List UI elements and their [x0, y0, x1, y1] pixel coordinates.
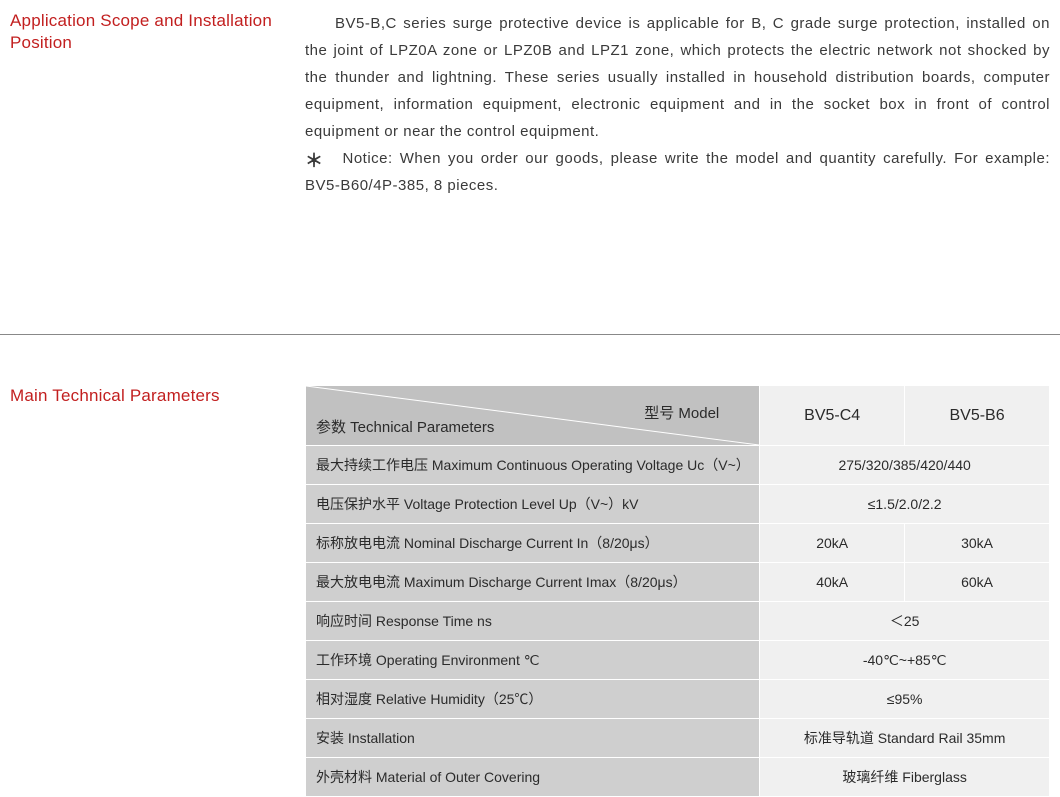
application-scope-title: Application Scope and Installation Posit…	[10, 10, 290, 199]
star-icon: ＊	[305, 145, 324, 177]
param-label-cell: 响应时间 Response Time ns	[306, 602, 760, 641]
notice-text: Notice: When you order our goods, please…	[305, 145, 1050, 199]
table-row: 安装 Installation标准导轨道 Standard Rail 35mm	[306, 719, 1050, 758]
param-value-cell: ≤1.5/2.0/2.2	[760, 485, 1050, 524]
param-value-cell: 20kA	[760, 524, 905, 563]
param-value-cell: -40℃~+85℃	[760, 641, 1050, 680]
model-col-2: BV5-B6	[905, 386, 1050, 446]
param-label-cell: 最大放电电流 Maximum Discharge Current Imax（8/…	[306, 563, 760, 602]
param-label-cell: 安装 Installation	[306, 719, 760, 758]
application-scope-section: Application Scope and Installation Posit…	[10, 10, 1050, 199]
parameters-table-wrap: 参数 Technical Parameters 型号 Model BV5-C4 …	[305, 385, 1050, 797]
table-row: 相对湿度 Relative Humidity（25℃）≤95%	[306, 680, 1050, 719]
table-row: 电压保护水平 Voltage Protection Level Up（V~）kV…	[306, 485, 1050, 524]
param-value-cell: 玻璃纤维 Fiberglass	[760, 758, 1050, 797]
param-label-cell: 相对湿度 Relative Humidity（25℃）	[306, 680, 760, 719]
param-value-cell: 30kA	[905, 524, 1050, 563]
notice-line: ＊ Notice: When you order our goods, plea…	[305, 145, 1050, 199]
param-label-cell: 最大持续工作电压 Maximum Continuous Operating Vo…	[306, 446, 760, 485]
section-divider	[0, 334, 1060, 335]
technical-parameters-title: Main Technical Parameters	[10, 385, 290, 407]
param-label-cell: 电压保护水平 Voltage Protection Level Up（V~）kV	[306, 485, 760, 524]
table-row: 标称放电电流 Nominal Discharge Current In（8/20…	[306, 524, 1050, 563]
parameters-tbody: 最大持续工作电压 Maximum Continuous Operating Vo…	[306, 446, 1050, 797]
param-label-cell: 工作环境 Operating Environment ℃	[306, 641, 760, 680]
table-row: 工作环境 Operating Environment ℃-40℃~+85℃	[306, 641, 1050, 680]
parameters-table: 参数 Technical Parameters 型号 Model BV5-C4 …	[305, 385, 1050, 797]
table-row: 响应时间 Response Time ns＜25	[306, 602, 1050, 641]
param-value-cell: 标准导轨道 Standard Rail 35mm	[760, 719, 1050, 758]
table-header-diagonal: 参数 Technical Parameters 型号 Model	[306, 386, 760, 446]
application-paragraph: BV5-B,C series surge protective device i…	[305, 10, 1050, 145]
param-value-cell: 60kA	[905, 563, 1050, 602]
application-scope-body: BV5-B,C series surge protective device i…	[305, 10, 1050, 199]
param-value-cell: 275/320/385/420/440	[760, 446, 1050, 485]
param-value-cell: ≤95%	[760, 680, 1050, 719]
param-value-cell: 40kA	[760, 563, 905, 602]
table-row: 最大放电电流 Maximum Discharge Current Imax（8/…	[306, 563, 1050, 602]
table-row: 最大持续工作电压 Maximum Continuous Operating Vo…	[306, 446, 1050, 485]
model-col-1: BV5-C4	[760, 386, 905, 446]
table-row: 外壳材料 Material of Outer Covering玻璃纤维 Fibe…	[306, 758, 1050, 797]
technical-parameters-section: Main Technical Parameters 参数 Technical P…	[10, 385, 1050, 797]
param-value-cell: ＜25	[760, 602, 1050, 641]
param-label-cell: 外壳材料 Material of Outer Covering	[306, 758, 760, 797]
param-label-cell: 标称放电电流 Nominal Discharge Current In（8/20…	[306, 524, 760, 563]
header-model-label: 型号 Model	[644, 402, 719, 423]
header-param-label: 参数 Technical Parameters	[316, 416, 494, 437]
